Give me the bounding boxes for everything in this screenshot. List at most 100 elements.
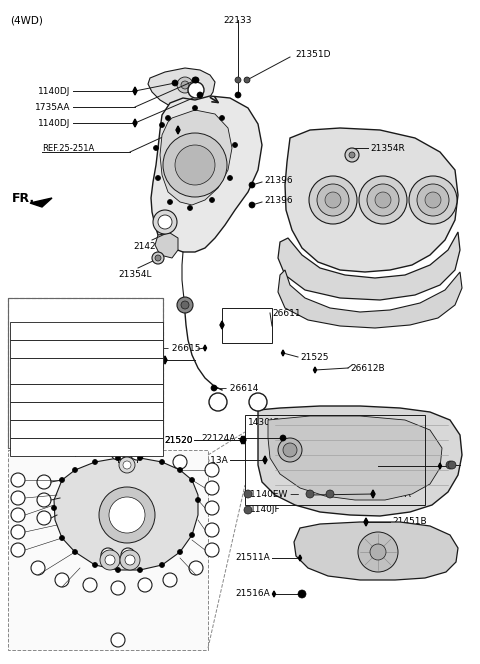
- Bar: [10, 384, 163, 402]
- Circle shape: [159, 122, 165, 127]
- Circle shape: [309, 176, 357, 224]
- Circle shape: [205, 523, 219, 537]
- Text: 21354R: 21354R: [370, 143, 405, 153]
- Text: B: B: [215, 397, 221, 407]
- Circle shape: [137, 456, 143, 461]
- Text: a: a: [16, 546, 20, 554]
- Circle shape: [367, 184, 399, 216]
- Text: 21517A: 21517A: [376, 489, 411, 499]
- Text: a: a: [210, 465, 215, 475]
- Circle shape: [119, 457, 135, 473]
- Text: h: h: [116, 448, 120, 457]
- Text: 21354L: 21354L: [118, 270, 152, 279]
- Circle shape: [93, 459, 97, 465]
- Text: A: A: [193, 86, 199, 94]
- Bar: [222, 308, 272, 343]
- Circle shape: [197, 92, 203, 98]
- Circle shape: [188, 205, 192, 210]
- Polygon shape: [299, 555, 301, 561]
- Circle shape: [195, 497, 201, 503]
- Text: h: h: [40, 442, 45, 452]
- Polygon shape: [278, 270, 462, 328]
- Circle shape: [155, 255, 161, 261]
- Circle shape: [125, 555, 135, 565]
- Polygon shape: [240, 436, 244, 444]
- Circle shape: [166, 116, 170, 120]
- Text: 21511A: 21511A: [235, 554, 270, 562]
- Text: REF.25-251A: REF.25-251A: [42, 143, 94, 153]
- Circle shape: [188, 82, 204, 98]
- Text: b: b: [126, 550, 131, 560]
- Text: 22124A: 22124A: [202, 434, 236, 442]
- Polygon shape: [30, 198, 52, 207]
- Circle shape: [181, 81, 189, 89]
- Circle shape: [209, 393, 227, 411]
- Circle shape: [425, 192, 441, 208]
- Circle shape: [163, 133, 227, 197]
- Circle shape: [11, 491, 25, 505]
- Circle shape: [370, 544, 386, 560]
- Circle shape: [325, 192, 341, 208]
- Text: B: B: [254, 397, 262, 407]
- Polygon shape: [313, 367, 316, 373]
- Circle shape: [159, 459, 165, 465]
- Text: a: a: [210, 483, 215, 493]
- Circle shape: [244, 490, 252, 498]
- Circle shape: [358, 532, 398, 572]
- Text: a: a: [16, 475, 20, 485]
- Circle shape: [51, 505, 57, 511]
- Text: — 26615: — 26615: [159, 343, 200, 353]
- Text: a: a: [210, 525, 215, 535]
- Text: 1140DJ: 1140DJ: [37, 86, 70, 96]
- Circle shape: [100, 550, 120, 570]
- Circle shape: [232, 143, 238, 147]
- Text: PNC: PNC: [110, 327, 128, 335]
- Text: a: a: [60, 576, 64, 584]
- Circle shape: [244, 78, 250, 82]
- Bar: [8, 298, 163, 448]
- Circle shape: [283, 443, 297, 457]
- Text: a: a: [116, 635, 120, 645]
- Circle shape: [37, 511, 51, 525]
- Polygon shape: [439, 463, 442, 469]
- Text: — 26614: — 26614: [218, 384, 258, 392]
- Polygon shape: [54, 458, 198, 570]
- Text: d: d: [40, 388, 45, 398]
- Circle shape: [60, 477, 64, 483]
- Polygon shape: [281, 350, 285, 356]
- Text: b: b: [178, 457, 182, 467]
- Text: 21356E: 21356E: [105, 442, 133, 452]
- Text: A: A: [69, 303, 75, 313]
- Circle shape: [192, 77, 198, 83]
- Circle shape: [64, 300, 80, 316]
- Circle shape: [235, 92, 241, 98]
- Circle shape: [158, 215, 172, 229]
- Text: 21516A: 21516A: [235, 590, 270, 598]
- Text: 1140JF: 1140JF: [250, 505, 281, 515]
- Text: d: d: [42, 477, 47, 487]
- Circle shape: [205, 481, 219, 495]
- Circle shape: [154, 145, 158, 151]
- Circle shape: [181, 301, 189, 309]
- Circle shape: [99, 487, 155, 543]
- Polygon shape: [278, 232, 460, 300]
- Circle shape: [190, 477, 194, 483]
- Polygon shape: [151, 96, 262, 252]
- Circle shape: [209, 197, 215, 203]
- Circle shape: [153, 210, 177, 234]
- Circle shape: [137, 568, 143, 572]
- Circle shape: [36, 365, 48, 377]
- Circle shape: [193, 77, 199, 83]
- Circle shape: [249, 393, 267, 411]
- Circle shape: [130, 446, 144, 460]
- Circle shape: [219, 116, 225, 120]
- Circle shape: [101, 548, 115, 562]
- Text: 21520: 21520: [165, 436, 193, 444]
- Text: 21351D: 21351D: [295, 50, 331, 58]
- Circle shape: [11, 473, 25, 487]
- Circle shape: [11, 508, 25, 522]
- Text: 1140CG: 1140CG: [104, 424, 134, 434]
- Circle shape: [298, 590, 306, 598]
- Circle shape: [306, 490, 314, 498]
- Text: SYMBOL: SYMBOL: [24, 327, 60, 335]
